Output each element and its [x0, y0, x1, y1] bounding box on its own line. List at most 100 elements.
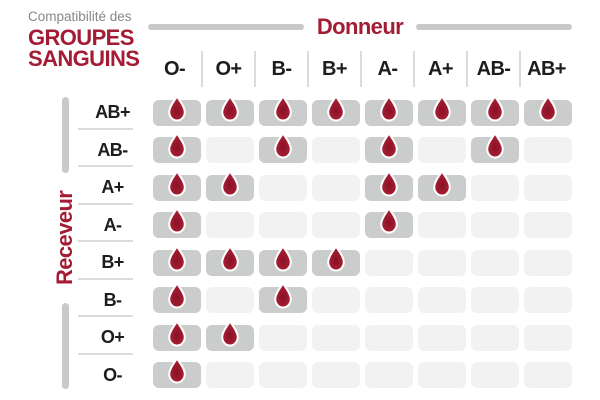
matrix-cell-wrap [150, 207, 203, 245]
matrix-cell-wrap [203, 357, 256, 395]
matrix-cell-wrap [309, 94, 362, 132]
cell-receiver-a-pos-donor-b-pos-empty [311, 174, 360, 201]
chart-title-block: Compatibilité des GROUPES SANGUINS [28, 9, 140, 70]
blood-drop-icon [379, 169, 398, 197]
cell-receiver-o-neg-donor-ab-neg-empty [470, 362, 519, 389]
cell-receiver-b-neg-donor-ab-neg-empty [470, 287, 519, 314]
blood-drop-icon [379, 132, 398, 159]
matrix-cell-wrap [150, 357, 203, 395]
matrix-cell-wrap [468, 94, 521, 132]
chart-title-line1: GROUPES [28, 25, 134, 50]
cell-receiver-o-pos-donor-ab-pos-empty [523, 324, 572, 351]
matrix-cell-wrap [521, 207, 574, 245]
cell-receiver-o-neg-donor-o-pos-empty [205, 362, 254, 389]
cell-receiver-a-neg-donor-o-neg-compatible [152, 207, 201, 239]
blood-drop-icon [167, 319, 186, 347]
cell-receiver-a-neg-donor-b-neg-empty [258, 212, 307, 239]
matrix-cell-wrap [521, 319, 574, 357]
matrix-cell-wrap [150, 319, 203, 357]
matrix-cell-wrap [415, 244, 468, 282]
cell-receiver-b-neg-donor-o-pos-empty [205, 287, 254, 314]
cell-receiver-a-pos-donor-o-pos-compatible [205, 169, 254, 201]
matrix-cell-wrap [150, 169, 203, 207]
cell-receiver-ab-pos-donor-b-pos-compatible [311, 94, 360, 126]
cell-receiver-a-neg-donor-o-pos-empty [205, 212, 254, 239]
cell-receiver-a-neg-donor-a-pos-empty [417, 212, 466, 239]
receiver-row-label-ab-neg: AB- [75, 132, 150, 170]
cell-receiver-o-pos-donor-ab-neg-empty [470, 324, 519, 351]
blood-drop-icon [432, 94, 451, 122]
cell-receiver-b-neg-donor-b-neg-compatible [258, 282, 307, 314]
blood-drop-icon [432, 169, 451, 197]
matrix-cell-wrap [468, 244, 521, 282]
blood-drop-icon [273, 282, 292, 309]
compatibility-matrix: AB+ AB- A+ A- B+ B- O+ O- [75, 94, 574, 394]
matrix-cell-wrap [309, 319, 362, 357]
matrix-cell-wrap [415, 282, 468, 320]
receiver-row-label-o-neg: O- [103, 364, 122, 385]
cell-receiver-ab-neg-donor-o-pos-empty [205, 137, 254, 164]
receiver-row-label-b-pos: B+ [75, 244, 150, 282]
cell-receiver-a-pos-donor-ab-pos-empty [523, 174, 572, 201]
donor-col-header-a-neg: A- [360, 51, 413, 87]
cell-receiver-a-pos-donor-b-neg-empty [258, 174, 307, 201]
receiver-axis: Receveur [50, 97, 80, 389]
receiver-axis-bottom-bar [61, 303, 69, 389]
blood-drop-icon [379, 207, 398, 234]
matrix-cell-wrap [256, 207, 309, 245]
cell-receiver-a-neg-donor-a-neg-compatible [364, 207, 413, 239]
cell-receiver-o-pos-donor-a-neg-empty [364, 324, 413, 351]
blood-drop-icon [326, 244, 345, 272]
cell-receiver-b-neg-donor-a-pos-empty [417, 287, 466, 314]
matrix-cell-wrap [203, 94, 256, 132]
matrix-cell-wrap [521, 169, 574, 207]
receiver-axis-top-bar [61, 97, 69, 173]
blood-drop-icon [273, 244, 292, 272]
receiver-row-label-b-neg: B- [75, 282, 150, 320]
matrix-cell-wrap [309, 357, 362, 395]
cell-receiver-b-neg-donor-ab-pos-empty [523, 287, 572, 314]
donor-col-header-b-pos: B+ [307, 51, 360, 87]
receiver-row-label-ab-pos: AB+ [75, 94, 150, 132]
cell-receiver-a-neg-donor-ab-neg-empty [470, 212, 519, 239]
receiver-row-label-o-pos: O+ [75, 319, 150, 357]
cell-receiver-ab-neg-donor-b-neg-compatible [258, 132, 307, 164]
matrix-cell-wrap [203, 319, 256, 357]
donor-axis-label: Donneur [316, 14, 404, 39]
matrix-cell-wrap [203, 282, 256, 320]
cell-receiver-b-pos-donor-b-pos-compatible [311, 244, 360, 276]
donor-col-header-o-pos: O+ [201, 51, 254, 87]
blood-drop-icon [167, 282, 186, 309]
blood-drop-icon [167, 132, 186, 159]
matrix-cell-wrap [415, 319, 468, 357]
blood-drop-icon [220, 244, 239, 272]
cell-receiver-b-neg-donor-a-neg-empty [364, 287, 413, 314]
receiver-row-label-a-pos: A+ [75, 169, 150, 207]
cell-receiver-b-pos-donor-a-neg-empty [364, 249, 413, 276]
matrix-cell-wrap [521, 132, 574, 170]
cell-receiver-b-pos-donor-ab-neg-empty [470, 249, 519, 276]
matrix-cell-wrap [309, 282, 362, 320]
matrix-cell-wrap [415, 169, 468, 207]
donor-col-header-ab-pos: AB+ [519, 51, 572, 87]
matrix-cell-wrap [309, 132, 362, 170]
blood-drop-icon [220, 94, 239, 122]
cell-receiver-b-pos-donor-o-neg-compatible [152, 244, 201, 276]
cell-receiver-a-pos-donor-a-neg-compatible [364, 169, 413, 201]
cell-receiver-b-neg-donor-o-neg-compatible [152, 282, 201, 314]
cell-receiver-b-neg-donor-b-pos-empty [311, 287, 360, 314]
matrix-cell-wrap [521, 244, 574, 282]
matrix-cell-wrap [468, 132, 521, 170]
cell-receiver-o-neg-donor-a-neg-empty [364, 362, 413, 389]
cell-receiver-o-neg-donor-a-pos-empty [417, 362, 466, 389]
blood-drop-icon [273, 94, 292, 122]
matrix-cell-wrap [203, 207, 256, 245]
matrix-cell-wrap [415, 94, 468, 132]
matrix-cell-wrap [468, 357, 521, 395]
blood-drop-icon [485, 132, 504, 159]
cell-receiver-o-neg-donor-ab-pos-empty [523, 362, 572, 389]
matrix-cell-wrap [150, 282, 203, 320]
cell-receiver-ab-neg-donor-ab-neg-compatible [470, 132, 519, 164]
cell-receiver-b-pos-donor-b-neg-compatible [258, 244, 307, 276]
